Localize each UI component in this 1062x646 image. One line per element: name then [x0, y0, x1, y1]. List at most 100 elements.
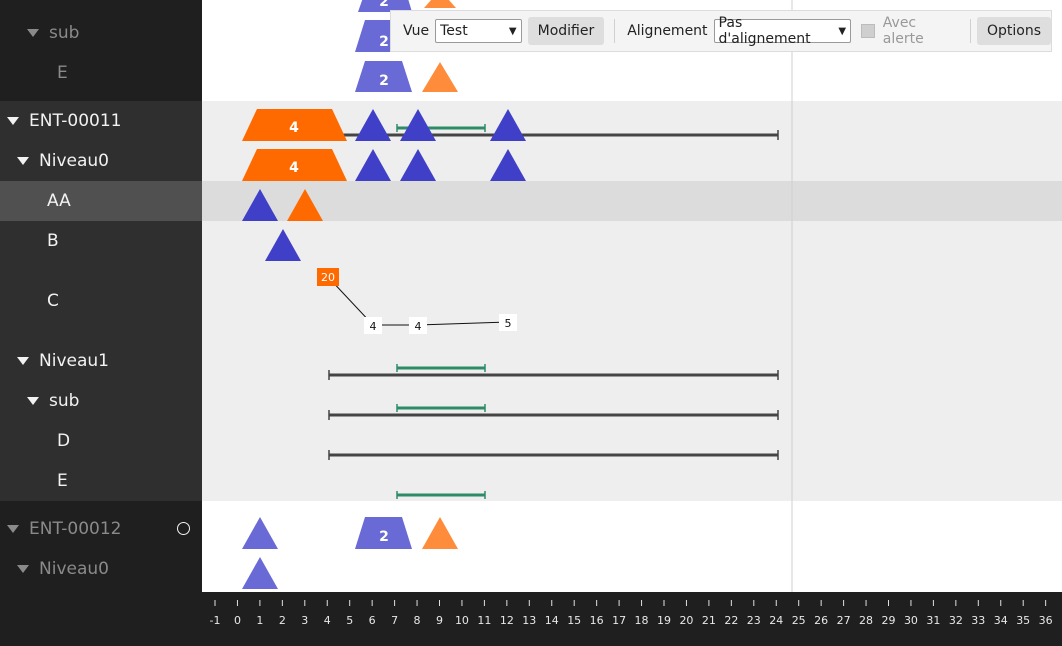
group-marker[interactable] — [358, 0, 412, 12]
group-marker[interactable] — [242, 149, 347, 181]
event-marker[interactable] — [424, 0, 456, 8]
axis-tick-label: 24 — [769, 614, 783, 627]
tree-item-label: B — [47, 231, 59, 251]
axis-tick-label: 8 — [414, 614, 421, 627]
marker-count: 2 — [379, 34, 389, 50]
tree-item-niveau1[interactable]: Niveau1 — [0, 341, 219, 381]
tree-item-c[interactable]: C — [0, 261, 249, 341]
axis-tick-label: 32 — [949, 614, 963, 627]
tree-item-sub-top[interactable]: sub — [0, 13, 229, 53]
alignement-select[interactable]: Pas d'alignement ▼ — [713, 15, 852, 47]
axis-tick-label: -1 — [210, 614, 221, 627]
chevron-down-icon: ▼ — [508, 25, 517, 37]
axis-tick-label: 36 — [1039, 614, 1053, 627]
selected-row-highlight — [0, 181, 202, 221]
event-marker[interactable] — [400, 149, 436, 181]
event-marker[interactable] — [242, 557, 278, 589]
marker-count: 2 — [379, 0, 389, 10]
value-line — [327, 276, 509, 326]
tree-item-e-top[interactable]: E — [0, 53, 259, 93]
value-node[interactable] — [364, 317, 382, 334]
tree-item-label: ENT-00012 — [29, 519, 122, 539]
value-node[interactable] — [499, 314, 517, 331]
expand-caret-icon[interactable] — [17, 157, 29, 165]
tree-item-b[interactable]: B — [0, 221, 249, 261]
event-marker[interactable] — [287, 189, 323, 221]
expand-caret-icon[interactable] — [27, 29, 39, 37]
group-marker[interactable] — [355, 61, 412, 92]
group-marker[interactable] — [242, 109, 347, 141]
expand-caret-icon[interactable] — [17, 357, 29, 365]
value-badge-label: 20 — [321, 271, 335, 284]
axis-tick-label: 28 — [859, 614, 873, 627]
event-marker[interactable] — [355, 149, 391, 181]
expand-caret-icon[interactable] — [7, 525, 19, 533]
event-marker[interactable] — [490, 149, 526, 181]
time-axis: -1 0 1 2 3 4 5 6 7 8 9 10 11 12 13 14 15 16 17 18 19 20 21 22 23… — [202, 592, 1062, 642]
event-marker[interactable] — [242, 189, 278, 221]
modifier-button[interactable]: Modifier — [527, 17, 605, 45]
tree-item-label: Niveau1 — [39, 351, 109, 371]
marker-count: 4 — [289, 160, 299, 176]
tree-item-sub[interactable]: sub — [0, 381, 229, 421]
axis-tick-label: 9 — [436, 614, 443, 627]
event-marker[interactable] — [355, 109, 391, 141]
event-marker[interactable] — [490, 109, 526, 141]
axis-tick-label: 16 — [590, 614, 604, 627]
value-node[interactable] — [409, 317, 427, 334]
sidebar-tree: sub E ENT-00011 Niveau0 AA B C Niveau1 s… — [0, 0, 202, 592]
toolbar-divider — [970, 19, 971, 43]
tree-item-label: D — [57, 431, 71, 451]
tree-item-niveau0-b[interactable]: Niveau0 — [0, 549, 219, 589]
axis-tick-label: 18 — [635, 614, 649, 627]
toolbar-divider — [614, 19, 616, 43]
event-marker[interactable] — [242, 517, 278, 549]
value-node-label: 4 — [415, 320, 422, 333]
axis-tick-label: 22 — [724, 614, 738, 627]
alignement-select-value: Pas d'alignement — [718, 15, 811, 47]
axis-tick-label: 15 — [567, 614, 581, 627]
value-badge[interactable] — [317, 268, 339, 286]
tree-item-label: Niveau0 — [39, 151, 109, 171]
value-node-label: 4 — [370, 320, 377, 333]
status-circle-icon[interactable] — [177, 522, 190, 535]
axis-tick-label: 21 — [702, 614, 716, 627]
chevron-down-icon: ▼ — [838, 25, 847, 37]
group-marker[interactable] — [355, 517, 412, 549]
tree-item-ent-00011[interactable]: ENT-00011 — [0, 101, 209, 141]
tree-item-ent-00012[interactable]: ENT-00012 — [0, 509, 209, 549]
marker-count: 4 — [289, 120, 299, 136]
expand-caret-icon[interactable] — [17, 565, 29, 573]
axis-tick-label: 33 — [971, 614, 985, 627]
options-button[interactable]: Options — [976, 17, 1052, 45]
tree-item-label: sub — [49, 391, 80, 411]
vue-select[interactable]: Test ▼ — [435, 19, 522, 43]
entity-band-bg — [202, 101, 1062, 501]
tree-item-label: AA — [47, 191, 71, 211]
event-marker[interactable] — [265, 229, 301, 261]
axis-tick-label: 13 — [522, 614, 536, 627]
tree-item-label: C — [47, 291, 59, 311]
event-marker[interactable] — [422, 517, 458, 549]
expand-caret-icon[interactable] — [27, 397, 39, 405]
tree-item-aa[interactable]: AA — [0, 181, 249, 221]
axis-tick-label: 1 — [256, 614, 263, 627]
tree-item-label: E — [57, 471, 68, 491]
alerte-checkbox[interactable] — [861, 24, 875, 38]
expand-caret-icon[interactable] — [7, 117, 19, 125]
tree-item-d[interactable]: D — [0, 421, 259, 461]
marker-count: 2 — [379, 529, 389, 545]
axis-tick-label: 17 — [612, 614, 626, 627]
axis-tick-label: 27 — [837, 614, 851, 627]
vue-select-value: Test — [440, 23, 468, 39]
timeline-canvas[interactable]: 2 2 2 4 4 20 4 4 — [202, 0, 1062, 592]
selected-row-bg — [202, 181, 1062, 221]
axis-tick-label: 5 — [346, 614, 353, 627]
event-marker[interactable] — [400, 109, 436, 141]
axis-tick-label: 14 — [545, 614, 559, 627]
toolbar: Vue Test ▼ Modifier Alignement Pas d'alig… — [390, 10, 1052, 52]
tree-item-e[interactable]: E — [0, 461, 259, 501]
tree-item-niveau0[interactable]: Niveau0 — [0, 141, 219, 181]
event-marker[interactable] — [422, 62, 458, 92]
axis-tick-label: 2 — [279, 614, 286, 627]
